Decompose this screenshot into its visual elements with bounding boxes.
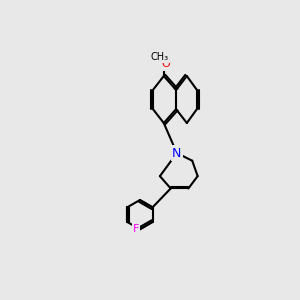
Text: F: F	[133, 224, 139, 234]
Text: N: N	[172, 146, 182, 160]
Text: O: O	[162, 59, 170, 70]
Text: CH₃: CH₃	[151, 52, 169, 62]
